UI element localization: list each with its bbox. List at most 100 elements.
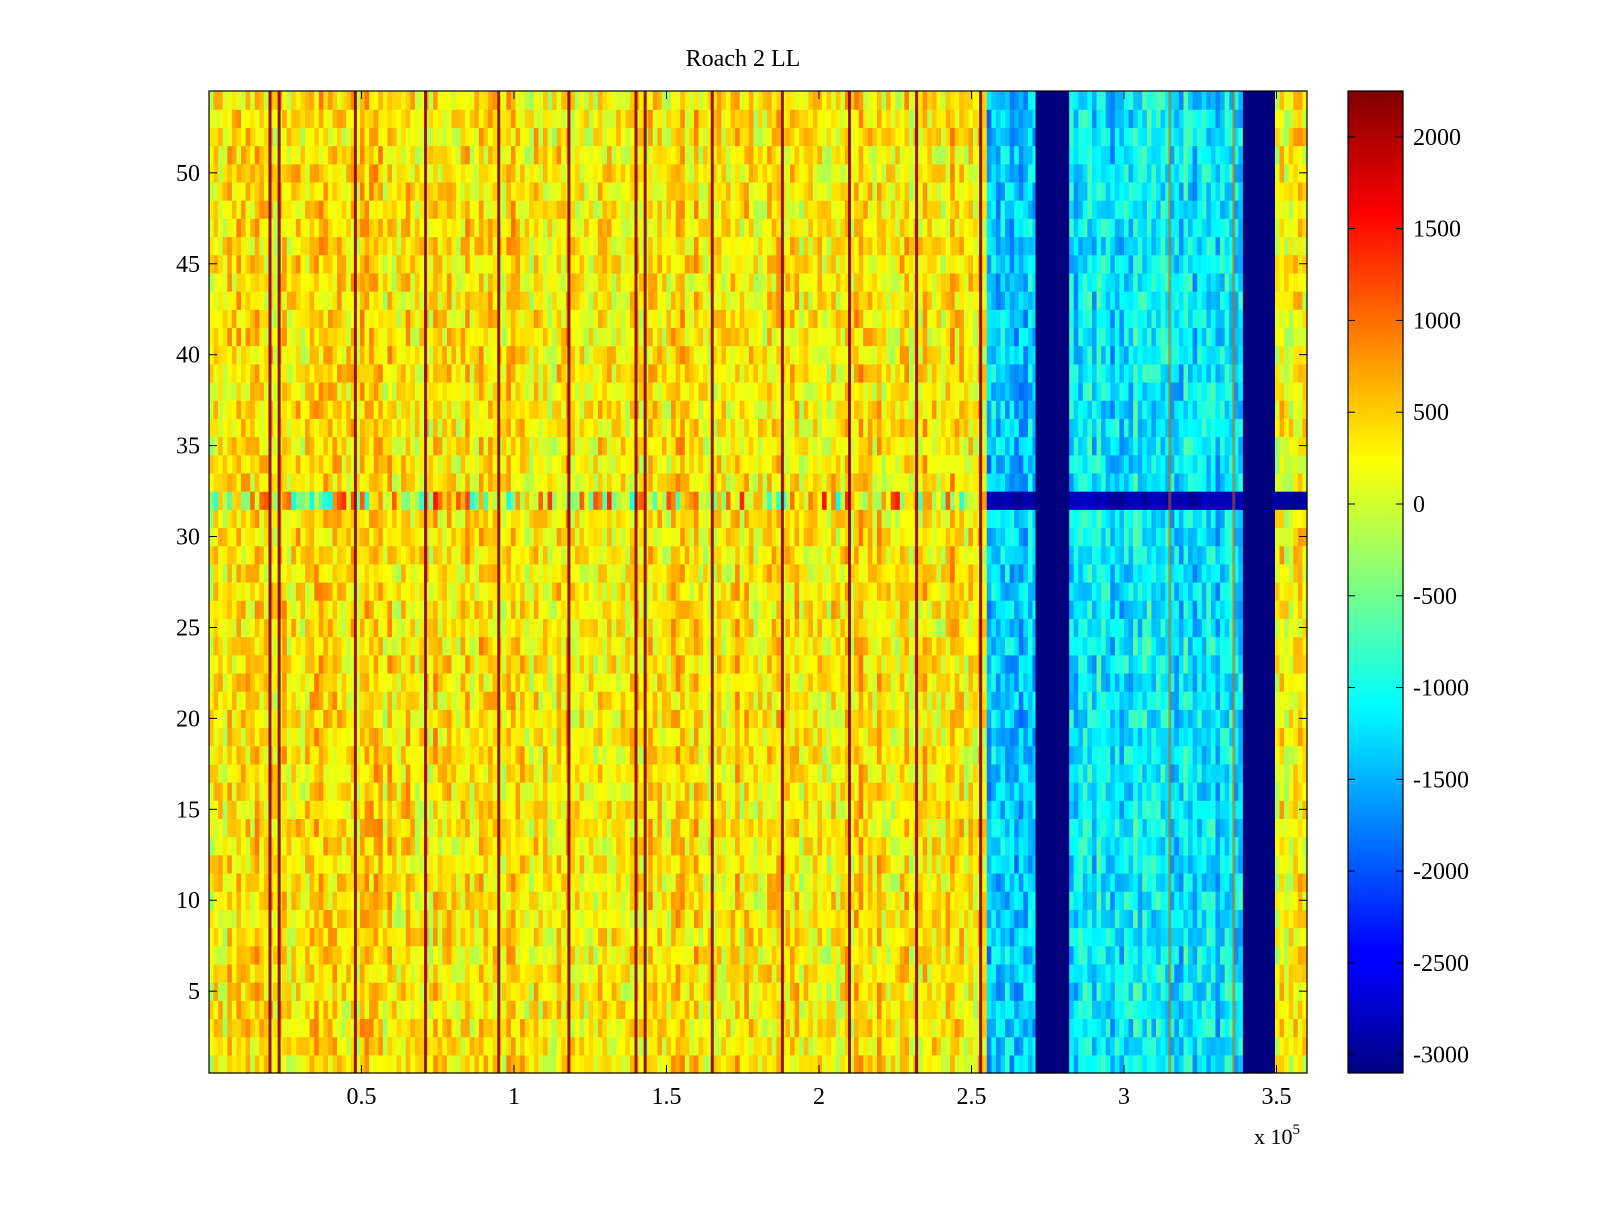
heatmap-cell <box>414 618 421 638</box>
heatmap-cell <box>588 181 594 201</box>
heatmap-cell <box>213 1018 219 1038</box>
heatmap-cell <box>469 127 475 147</box>
heatmap-cell <box>501 472 507 492</box>
heatmap-cell <box>401 145 407 165</box>
heatmap-cell <box>474 563 480 583</box>
heatmap-cell <box>451 109 457 128</box>
heatmap-cell <box>350 381 356 401</box>
heatmap-cell <box>465 163 471 183</box>
heatmap-cell <box>492 454 498 474</box>
heatmap-cell <box>387 618 393 638</box>
heatmap-cell <box>575 309 581 329</box>
heatmap-cell <box>392 163 398 183</box>
heatmap-cell <box>620 400 626 419</box>
heatmap-cell <box>437 1000 443 1020</box>
heatmap-cell <box>218 582 224 601</box>
heatmap-cell <box>341 254 347 274</box>
heatmap-cell <box>387 236 393 256</box>
heatmap-cell <box>524 381 530 401</box>
heatmap-cell <box>428 218 434 238</box>
heatmap-cell <box>607 491 613 510</box>
heatmap-cell <box>506 636 512 656</box>
heatmap-cell <box>263 909 270 929</box>
heatmap-cell <box>254 636 260 656</box>
heatmap-cell <box>350 400 356 419</box>
heatmap-cell <box>588 818 594 838</box>
heatmap-cell <box>602 127 608 147</box>
heatmap-cell <box>250 800 256 820</box>
heatmap-cell <box>218 345 224 365</box>
heatmap-cell <box>547 109 553 128</box>
heatmap-cell <box>501 1000 507 1020</box>
heatmap-cell <box>309 745 315 765</box>
heatmap-cell <box>579 491 585 510</box>
heatmap-cell <box>456 582 462 601</box>
heatmap-cell <box>314 418 320 438</box>
heatmap-cell <box>309 872 315 892</box>
heatmap-cell <box>341 691 347 710</box>
heatmap-cell <box>236 909 242 929</box>
heatmap-cell <box>291 745 297 765</box>
heatmap-cell <box>222 1054 228 1074</box>
heatmap-cell <box>478 654 485 674</box>
heatmap-cell <box>241 654 247 674</box>
heatmap-cell <box>428 254 434 274</box>
heatmap-cell <box>337 1018 343 1038</box>
heatmap-cell <box>236 200 242 219</box>
heatmap-cell <box>291 1054 297 1074</box>
heatmap-cell <box>392 254 398 274</box>
heatmap-cell <box>607 600 613 619</box>
heatmap-cell <box>588 1036 594 1056</box>
heatmap-cell <box>465 254 471 274</box>
heatmap-cell <box>305 1018 311 1038</box>
heatmap-cell <box>410 527 416 547</box>
heatmap-cell <box>520 672 526 692</box>
heatmap-cell <box>209 636 215 656</box>
heatmap-cell <box>414 236 421 256</box>
heatmap-cell <box>506 200 512 219</box>
heatmap-cell <box>593 218 599 238</box>
heatmap-cell <box>382 291 389 310</box>
heatmap-cell <box>392 181 398 201</box>
heatmap-cell <box>520 545 526 565</box>
heatmap-cell <box>611 400 617 419</box>
heatmap-cell <box>510 418 517 438</box>
heatmap-cell <box>575 472 581 492</box>
heatmap-cell <box>259 127 265 147</box>
heatmap-cell <box>373 1000 379 1020</box>
heatmap-cell <box>520 345 526 365</box>
heatmap-cell <box>282 109 288 128</box>
heatmap-cell <box>387 345 393 365</box>
heatmap-cell <box>250 291 256 310</box>
heatmap-cell <box>410 782 416 801</box>
heatmap-cell <box>350 800 356 820</box>
heatmap-cell <box>355 854 361 874</box>
heatmap-cell <box>538 545 544 565</box>
heatmap-cell <box>373 545 379 565</box>
heatmap-cell <box>593 109 599 128</box>
heatmap-cell <box>629 618 636 638</box>
heatmap-cell <box>314 509 320 529</box>
heatmap-cell <box>355 891 361 910</box>
heatmap-cell <box>515 491 521 510</box>
heatmap-cell <box>474 854 480 874</box>
heatmap-cell <box>241 982 247 1001</box>
heatmap-cell <box>405 945 411 965</box>
heatmap-cell <box>492 181 498 201</box>
heatmap-cell <box>401 327 407 347</box>
heatmap-cell <box>346 109 352 128</box>
heatmap-cell <box>414 127 421 147</box>
heatmap-cell <box>364 254 370 274</box>
heatmap-cell <box>323 145 329 165</box>
heatmap-cell <box>350 982 356 1001</box>
heatmap-cell <box>236 254 242 274</box>
heatmap-cell <box>597 145 604 165</box>
heatmap-cell <box>570 800 576 820</box>
heatmap-cell <box>410 872 416 892</box>
heatmap-cell <box>295 109 302 128</box>
heatmap-cell <box>309 545 315 565</box>
heatmap-cell <box>327 363 334 383</box>
heatmap-cell <box>607 254 613 274</box>
heatmap-cell <box>259 109 265 128</box>
heatmap-cell <box>337 709 343 729</box>
